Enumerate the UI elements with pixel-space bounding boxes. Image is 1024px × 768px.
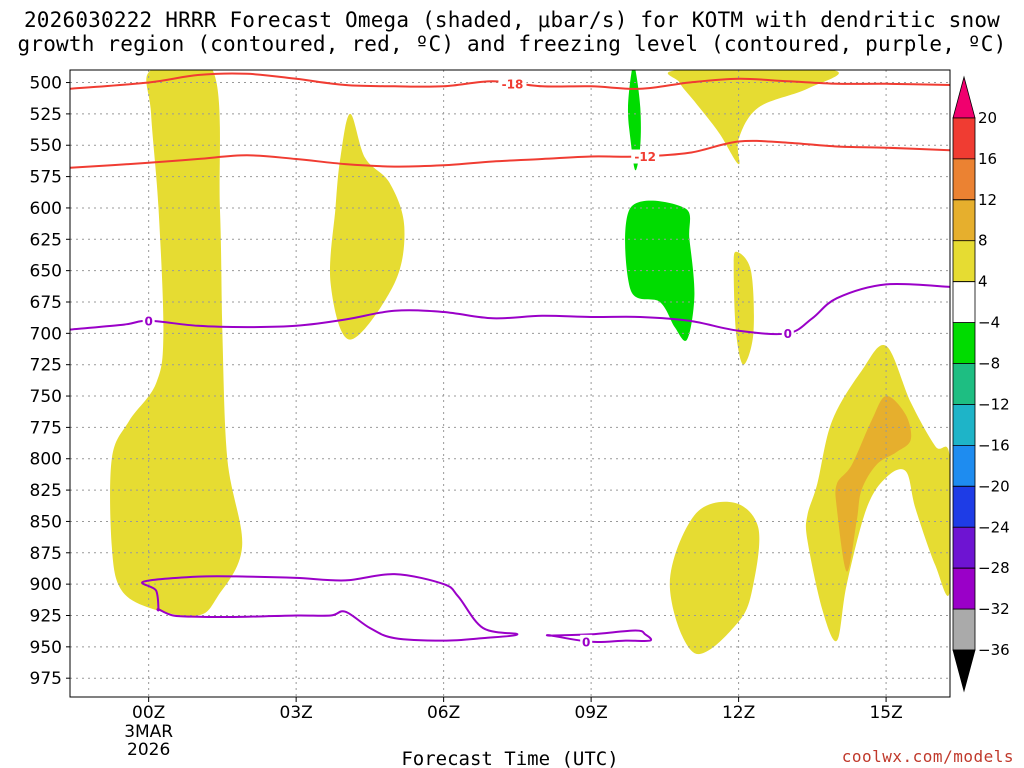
y-tick-label-850: 850 bbox=[30, 512, 62, 532]
colorbar-segment-11 bbox=[952, 526, 976, 569]
y-tick-label-775: 775 bbox=[30, 418, 62, 438]
x-tick-label-06Z: 06Z bbox=[427, 703, 460, 723]
contour-label-1: -12 bbox=[634, 150, 656, 164]
y-tick-label-625: 625 bbox=[30, 230, 62, 250]
colorbar-segment-10 bbox=[952, 485, 976, 528]
colorbar-label--12: −12 bbox=[978, 395, 1010, 413]
colorbar-label--28: −28 bbox=[978, 559, 1010, 577]
contour-label-bg-0 bbox=[498, 76, 527, 91]
y-tick-label-975: 975 bbox=[30, 669, 62, 689]
colorbar-segment-6 bbox=[952, 322, 976, 364]
y-tick-label-725: 725 bbox=[30, 356, 62, 376]
colorbar-label--32: −32 bbox=[978, 600, 1010, 618]
x-axis-title: Forecast Time (UTC) bbox=[401, 748, 618, 768]
y-tick-label-950: 950 bbox=[30, 638, 62, 658]
y-tick-label-750: 750 bbox=[30, 387, 62, 407]
y-tick-label-550: 550 bbox=[30, 136, 62, 156]
contour-label-bg-3 bbox=[781, 326, 794, 341]
y-tick-label-825: 825 bbox=[30, 481, 62, 501]
colorbar-label--4: −4 bbox=[978, 314, 1000, 332]
colorbar-segment-1 bbox=[952, 117, 976, 160]
colorbar-segment-14 bbox=[952, 649, 976, 693]
y-tick-label-575: 575 bbox=[30, 168, 62, 188]
x-tick-date-line1: 3MAR bbox=[124, 722, 173, 742]
contour-label-4: 0 bbox=[582, 635, 590, 649]
y-tick-label-600: 600 bbox=[30, 199, 62, 219]
x-tick-label-00Z: 00Z bbox=[132, 703, 165, 723]
colorbar-label-8: 8 bbox=[978, 232, 988, 250]
colorbar-segment-2 bbox=[952, 158, 976, 201]
plot-frame bbox=[69, 69, 951, 698]
colorbar-label--24: −24 bbox=[978, 518, 1010, 536]
omega-4-top-12z bbox=[667, 70, 839, 165]
colorbar-label--16: −16 bbox=[978, 436, 1010, 454]
colorbar-label--20: −20 bbox=[978, 477, 1010, 495]
x-tick-label-09Z: 09Z bbox=[574, 703, 607, 723]
colorbar-segment-4 bbox=[952, 240, 976, 283]
y-tick-label-900: 900 bbox=[30, 575, 62, 595]
colorbar-label-16: 16 bbox=[978, 150, 997, 168]
contour-label-bg-2 bbox=[142, 313, 155, 328]
colorbar-segment-3 bbox=[952, 199, 976, 242]
x-tick-label-12Z: 12Z bbox=[722, 703, 755, 723]
y-tick-label-650: 650 bbox=[30, 262, 62, 282]
contour-label-bg-1 bbox=[631, 149, 660, 164]
colorbar-segment-13 bbox=[952, 608, 976, 651]
freezing-level-small-contour bbox=[545, 629, 653, 644]
contour-label-bg-4 bbox=[580, 634, 593, 649]
colorbar-label-4: 4 bbox=[978, 273, 988, 291]
colorbar-label-12: 12 bbox=[978, 191, 997, 209]
chart-title: 2026030222 HRRR Forecast Omega (shaded, … bbox=[17, 8, 1007, 56]
colorbar-label--8: −8 bbox=[978, 355, 1000, 373]
y-tick-label-875: 875 bbox=[30, 544, 62, 564]
colorbar-segment-7 bbox=[952, 363, 976, 405]
omega-4-low-11z bbox=[669, 501, 760, 655]
omega-neg4-sliver-10z bbox=[627, 70, 641, 171]
x-tick-label-03Z: 03Z bbox=[280, 703, 313, 723]
credit-link[interactable]: coolwx.com/models bbox=[842, 747, 1014, 766]
colorbar-segment-0 bbox=[952, 75, 976, 119]
contour-label-2: 0 bbox=[144, 314, 152, 328]
contour-label-3: 0 bbox=[784, 327, 792, 341]
omega-4-blob-04z bbox=[329, 113, 405, 340]
contour-label-0: -18 bbox=[502, 77, 524, 91]
terrain-layer bbox=[70, 697, 950, 702]
x-tick-date-line2: 2026 bbox=[127, 740, 170, 760]
freezing-level-upper-contour bbox=[70, 282, 950, 336]
x-tick-label-15Z: 15Z bbox=[869, 703, 902, 723]
y-tick-label-800: 800 bbox=[30, 450, 62, 470]
y-tick-label-675: 675 bbox=[30, 293, 62, 313]
colorbar-segment-12 bbox=[952, 567, 976, 610]
axis-layer: 500 525 550 575 600 625 650 675 700 725 750 775 800 8… bbox=[30, 74, 903, 760]
omega-4-right-14z bbox=[805, 344, 950, 642]
grid-layer bbox=[70, 70, 950, 697]
y-tick-label-700: 700 bbox=[30, 324, 62, 344]
omega-shaded-layer bbox=[110, 70, 950, 655]
colorbar-label-20: 20 bbox=[978, 109, 997, 127]
dendritic-minus12-contour bbox=[70, 139, 950, 169]
colorbar-segment-9 bbox=[952, 444, 976, 487]
colorbar-segment-5 bbox=[952, 281, 976, 324]
omega-4-column-00z bbox=[110, 70, 243, 617]
colorbar: 20 16 12 8 4 −4 −8 −12 −16 −20 −24 −28 −32 −36 bbox=[952, 75, 1010, 693]
contour-layer: -18 -12 0 0 0 bbox=[70, 72, 950, 649]
colorbar-label--36: −36 bbox=[978, 641, 1010, 659]
colorbar-segment-8 bbox=[952, 404, 976, 446]
omega-8-core-14z bbox=[835, 395, 912, 572]
y-tick-label-925: 925 bbox=[30, 606, 62, 626]
freezing-level-lower-contour bbox=[141, 573, 519, 642]
y-tick-label-500: 500 bbox=[30, 74, 62, 94]
y-tick-label-525: 525 bbox=[30, 105, 62, 125]
terrain-surface bbox=[70, 697, 950, 702]
